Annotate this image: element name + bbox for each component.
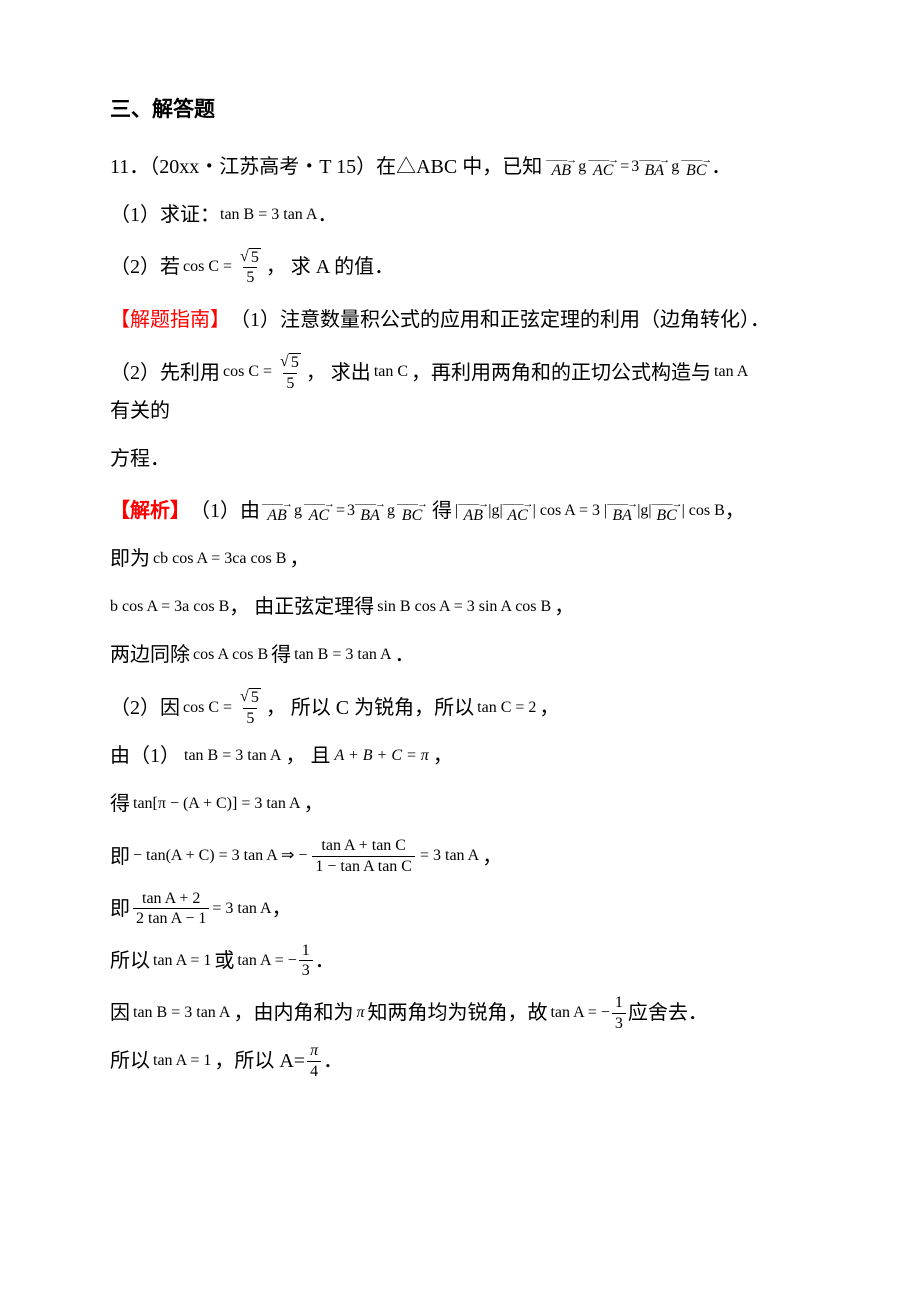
sol-p7: 所以 tan A = 1 或 tan A = − 1 3 ．: [110, 942, 810, 980]
sol-p5: 即 − tan(A + C) = 3 tan A ⇒ − tan A + tan…: [110, 837, 810, 875]
page: 三、解答题 11．（20xx・江苏高考・T 15）在△ABC 中，已知 ——→A…: [0, 0, 920, 1302]
sol-p8: 因 tan B = 3 tan A ，由内角和为 π 知两角均为锐角，故 tan…: [110, 994, 810, 1032]
question-stem: 11．（20xx・江苏高考・T 15）在△ABC 中，已知 ——→AB g ——…: [110, 148, 810, 186]
vec-AC: ——→AC: [588, 156, 618, 178]
dot-op: g: [576, 152, 588, 182]
sol-p9: 所以 tan A = 1 ，所以 A= π 4 ．: [110, 1042, 810, 1080]
sol-line4: 两边同除 cos A cos B 得 tan B = 3 tan A ．: [110, 636, 810, 674]
sol-p4: 得 tan[π − (A + C)] = 3 tan A ，: [110, 785, 810, 823]
vec-AB: ——→AB: [546, 156, 576, 178]
section-heading: 三、解答题: [110, 90, 810, 130]
sol-line1: 【解析】 （1）由 ——→AB g ——→AC = 3 ——→BA g ——→B…: [110, 492, 810, 530]
hint-line1: 【解题指南】 （1）注意数量积公式的应用和正弦定理的利用（边角转化）．: [110, 301, 810, 339]
sol-line3: b cos A = 3a cos B ， 由正弦定理得 sin B cos A …: [110, 588, 810, 626]
q-part2: （2）若 cos C = √5 5 ， 求 A 的值．: [110, 248, 810, 287]
vec-BC: ——→BC: [681, 156, 711, 178]
vec-BA: ——→BA: [639, 156, 669, 178]
sol-title: 【解析】: [110, 492, 190, 530]
sol-p6: 即 tan A + 2 2 tan A − 1 = 3 tan A ，: [110, 890, 810, 928]
sol-p3: 由（1） tan B = 3 tan A ， 且 A + B + C = π ，: [110, 737, 810, 775]
frac-sqrt5-5: √5 5: [237, 248, 264, 287]
hint-line2b: 方程．: [110, 440, 810, 478]
q-prefix: 11．（20xx・江苏高考・T 15）在△ABC 中，已知: [110, 148, 542, 186]
sol-p2: （2）因 cos C = √5 5 ， 所以 C 为锐角，所以 tan C = …: [110, 688, 810, 727]
sol-line2: 即为 cb cos A = 3ca cos B ，: [110, 540, 810, 578]
q-part1: （1）求证： tan B = 3 tan A ．: [110, 196, 810, 234]
hint-line2: （2）先利用 cos C = √5 5 ， 求出 tan C ，再利用两角和的正…: [110, 353, 810, 430]
hint-title: 【解题指南】: [110, 301, 230, 339]
